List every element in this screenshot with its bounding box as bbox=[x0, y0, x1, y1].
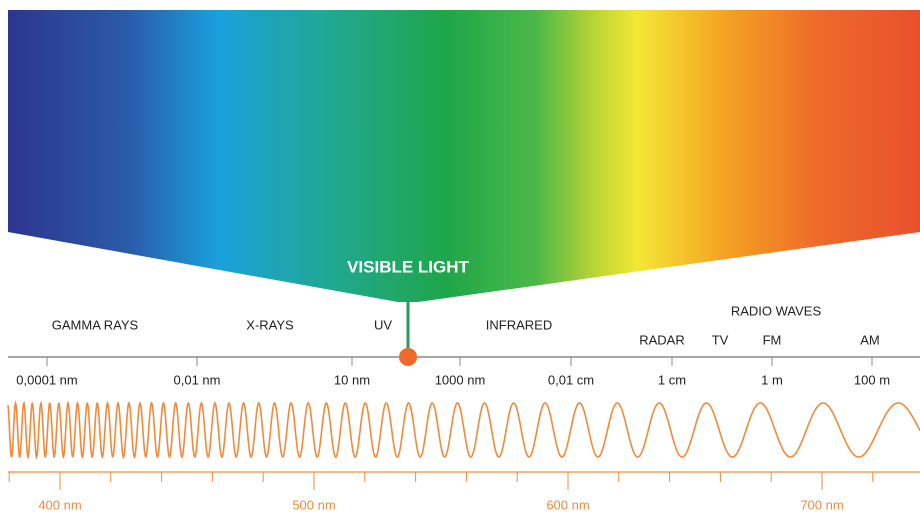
scale-label: 10 nm bbox=[334, 372, 370, 387]
visible-ticks: 400 nm 500 nm 600 nm 700 nm bbox=[9, 472, 920, 512]
band-label: AM bbox=[860, 332, 880, 347]
band-label: TV bbox=[712, 332, 729, 347]
visible-label: 700 nm bbox=[800, 497, 843, 512]
visible-marker bbox=[399, 348, 417, 366]
band-label: X-RAYS bbox=[246, 317, 294, 332]
visible-label: 600 nm bbox=[546, 497, 589, 512]
scale-label: 1 m bbox=[761, 372, 783, 387]
visible-label: 400 nm bbox=[38, 497, 81, 512]
band-label: INFRARED bbox=[486, 317, 552, 332]
scale-label: 100 m bbox=[854, 372, 890, 387]
visible-label: 500 nm bbox=[292, 497, 335, 512]
scale-label: 0,0001 nm bbox=[16, 372, 77, 387]
band-label: FM bbox=[763, 332, 782, 347]
wave bbox=[8, 403, 920, 457]
band-label: GAMMA RAYS bbox=[52, 317, 139, 332]
band-label: RADAR bbox=[639, 332, 685, 347]
spectrum-diagram: VISIBLE LIGHT GAMMA RAYS X-RAYS UV INFRA… bbox=[0, 0, 920, 515]
scale-label: 1000 nm bbox=[435, 372, 486, 387]
highlight-label: VISIBLE LIGHT bbox=[347, 257, 469, 276]
scale-label: 1 cm bbox=[658, 372, 686, 387]
scale-ticks: 0,0001 nm 0,01 nm 10 nm 1000 nm 0,01 cm 1 cm 1… bbox=[16, 357, 890, 387]
scale-label: 0,01 cm bbox=[548, 372, 594, 387]
scale-label: 0,01 nm bbox=[174, 372, 221, 387]
band-label: RADIO WAVES bbox=[731, 303, 822, 318]
band-label: UV bbox=[374, 317, 392, 332]
